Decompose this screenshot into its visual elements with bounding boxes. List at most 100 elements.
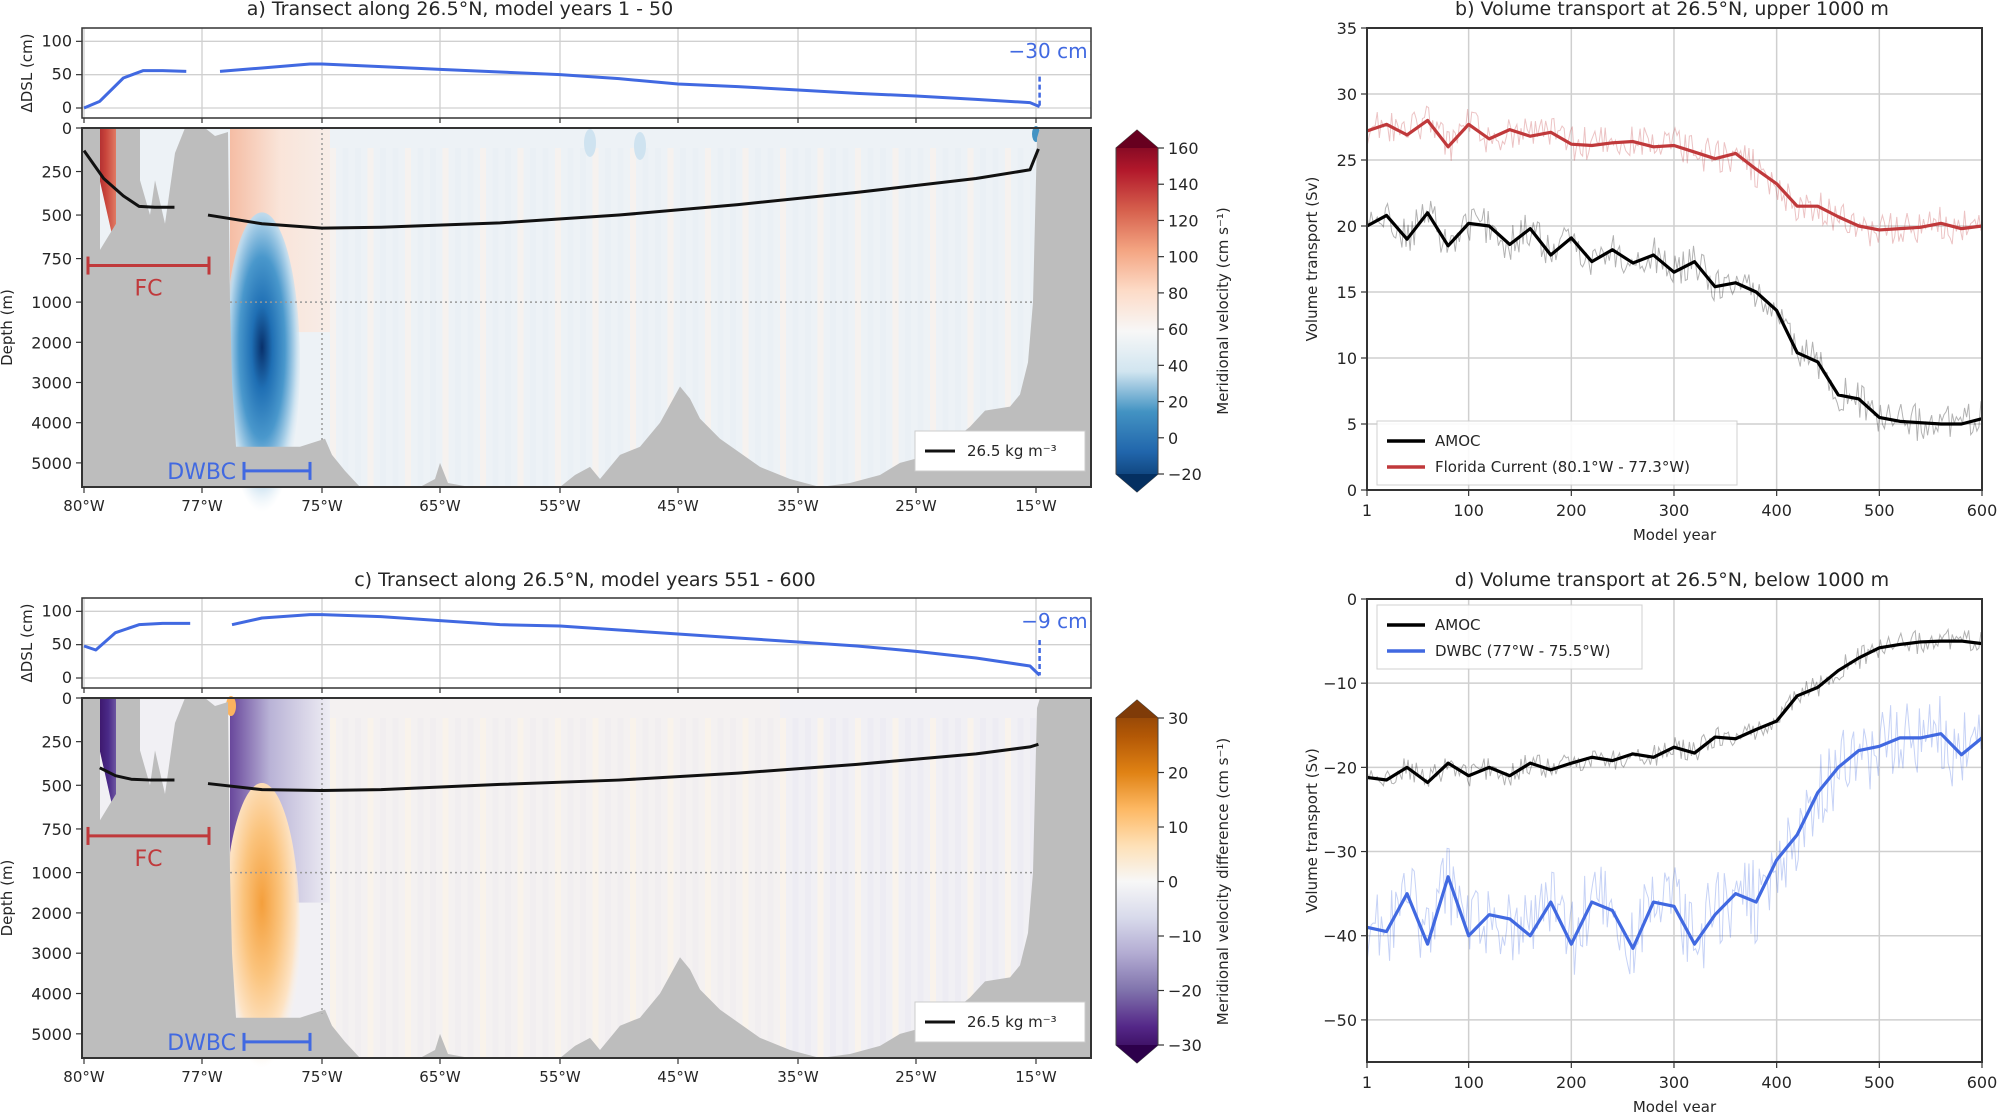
section-texture-streak bbox=[517, 148, 524, 487]
section-ytick-label: 250 bbox=[41, 733, 72, 752]
section-texture-streak bbox=[342, 148, 349, 487]
section-texture-streak bbox=[967, 718, 974, 1058]
section-xtick-label: 15°W bbox=[1015, 1068, 1057, 1086]
isopycnal-legend-label: 26.5 kg m⁻³ bbox=[967, 1013, 1057, 1031]
ytick-label: 30 bbox=[1337, 85, 1357, 104]
dsl-line bbox=[83, 621, 191, 652]
section-texture-streak bbox=[642, 718, 649, 1058]
section-texture-streak bbox=[580, 148, 586, 487]
section-texture-streak bbox=[655, 718, 661, 1058]
dsl-plot-area bbox=[82, 28, 1091, 118]
section-texture-streak bbox=[805, 718, 811, 1058]
section-texture-streak bbox=[592, 718, 599, 1058]
section-texture-streak bbox=[405, 718, 411, 1058]
section-ytick-label: 3000 bbox=[31, 373, 72, 392]
section-ytick-label: 500 bbox=[41, 776, 72, 795]
section-anomaly-spot bbox=[584, 129, 596, 157]
section-texture-streak bbox=[830, 148, 836, 487]
section-ytick-label: 0 bbox=[62, 119, 72, 138]
colorbar-tick-label: 60 bbox=[1168, 320, 1188, 339]
ytick-label: −20 bbox=[1323, 758, 1357, 777]
section-texture-streak bbox=[667, 148, 674, 487]
series-smoothed-line bbox=[1366, 639, 1983, 785]
section-texture-streak bbox=[680, 718, 686, 1058]
section-texture-streak bbox=[792, 148, 799, 487]
section-ytick-label: 250 bbox=[41, 163, 72, 182]
series-annual-line bbox=[1366, 105, 1982, 247]
section-texture-streak bbox=[492, 148, 499, 487]
section-texture-streak bbox=[842, 718, 849, 1058]
dsl-ytick-label: 0 bbox=[62, 98, 72, 117]
section-xtick-label: 80°W bbox=[63, 1068, 105, 1086]
section-texture-streak bbox=[330, 718, 336, 1058]
series-smoothed-line bbox=[1366, 118, 1983, 232]
xtick-label: 600 bbox=[1967, 501, 1998, 520]
section-texture-streak bbox=[717, 718, 724, 1058]
ytick-label: 5 bbox=[1347, 415, 1357, 434]
section-texture-streak bbox=[880, 718, 886, 1058]
fc-label: FC bbox=[134, 847, 162, 872]
panel-c: c) Transect along 26.5°N, model years 55… bbox=[0, 569, 1232, 1086]
dsl-line bbox=[83, 69, 187, 110]
section-texture-streak bbox=[1005, 718, 1011, 1058]
ytick-label: 25 bbox=[1337, 151, 1357, 170]
section-texture-streak bbox=[880, 148, 886, 487]
dwbc-label: DWBC bbox=[167, 460, 236, 485]
isopycnal-line-main bbox=[207, 148, 1040, 230]
legend-label: DWBC (77°W - 75.5°W) bbox=[1435, 642, 1610, 660]
section-xtick-label: 55°W bbox=[539, 1068, 581, 1086]
y-axis-label: Volume transport (Sv) bbox=[1303, 177, 1321, 342]
section-texture-streak bbox=[555, 148, 561, 487]
section-texture-streak bbox=[742, 718, 749, 1058]
section-texture-streak bbox=[705, 148, 711, 487]
dsl-ytick-label: 50 bbox=[52, 635, 72, 654]
section-texture-streak bbox=[917, 148, 924, 487]
section-texture-streak bbox=[530, 718, 536, 1058]
section-texture-streak bbox=[605, 718, 611, 1058]
series-annual-line bbox=[1366, 200, 1982, 441]
section-texture-streak bbox=[442, 718, 449, 1058]
section-texture-streak bbox=[755, 148, 761, 487]
section-texture-streak bbox=[792, 718, 799, 1058]
colorbar-tick-label: 20 bbox=[1168, 393, 1188, 412]
section-texture-streak bbox=[855, 718, 861, 1058]
ytick-label: 35 bbox=[1337, 19, 1357, 38]
dsl-line bbox=[231, 613, 1041, 677]
section-xtick-label: 55°W bbox=[539, 497, 581, 515]
section-texture-streak bbox=[367, 718, 374, 1058]
dsl-annotation: −30 cm bbox=[1009, 39, 1088, 63]
section-xtick-label: 77°W bbox=[181, 1068, 223, 1086]
colorbar-tick-label: 20 bbox=[1168, 764, 1188, 783]
dsl-line bbox=[219, 62, 1041, 109]
section-texture-streak bbox=[542, 718, 549, 1058]
section-texture-streak bbox=[380, 148, 386, 487]
isopycnal-line-west bbox=[82, 149, 175, 209]
section-texture-streak bbox=[955, 148, 961, 487]
section-ytick-label: 500 bbox=[41, 206, 72, 225]
section-texture-streak bbox=[980, 718, 986, 1058]
section-ytick-label: 750 bbox=[41, 250, 72, 269]
colorbar-tick-label: 80 bbox=[1168, 284, 1188, 303]
section-texture-streak bbox=[892, 718, 899, 1058]
section-texture-streak bbox=[605, 148, 611, 487]
colorbar-extend-max bbox=[1116, 130, 1158, 148]
section-xtick-label: 65°W bbox=[419, 497, 461, 515]
section-xtick-label: 80°W bbox=[63, 497, 105, 515]
isopycnal-line-west bbox=[99, 766, 175, 782]
panel-d-title: d) Volume transport at 26.5°N, below 100… bbox=[1455, 569, 1889, 591]
xtick-label: 100 bbox=[1453, 1073, 1484, 1092]
section-ylabel: Depth (m) bbox=[0, 289, 16, 366]
panel-a-section-plot: FC DWBC 26.5 kg m⁻³ 0 250 500 750 1000 2000 3000 4… bbox=[0, 119, 1092, 515]
section-texture-streak bbox=[692, 718, 699, 1058]
section-texture-streak bbox=[730, 718, 736, 1058]
colorbar-tick-label: 40 bbox=[1168, 356, 1188, 375]
panel-c-section-plot: FC DWBC 26.5 kg m⁻³ 0 250 500 750 1000 2000 3000 4… bbox=[0, 689, 1092, 1086]
dwbc-label: DWBC bbox=[167, 1031, 236, 1056]
series-annual-line bbox=[1366, 696, 1982, 975]
dsl-ylabel: ΔDSL (cm) bbox=[18, 33, 36, 112]
section-xtick-label: 45°W bbox=[657, 497, 699, 515]
section-xtick-label: 45°W bbox=[657, 1068, 699, 1086]
xtick-label: 500 bbox=[1864, 1073, 1895, 1092]
panel-c-colorbar: −30 −20 −10 0 10 20 30 Meridional velocity diff… bbox=[1115, 699, 1232, 1064]
y-axis-label: Volume transport (Sv) bbox=[1303, 748, 1321, 913]
